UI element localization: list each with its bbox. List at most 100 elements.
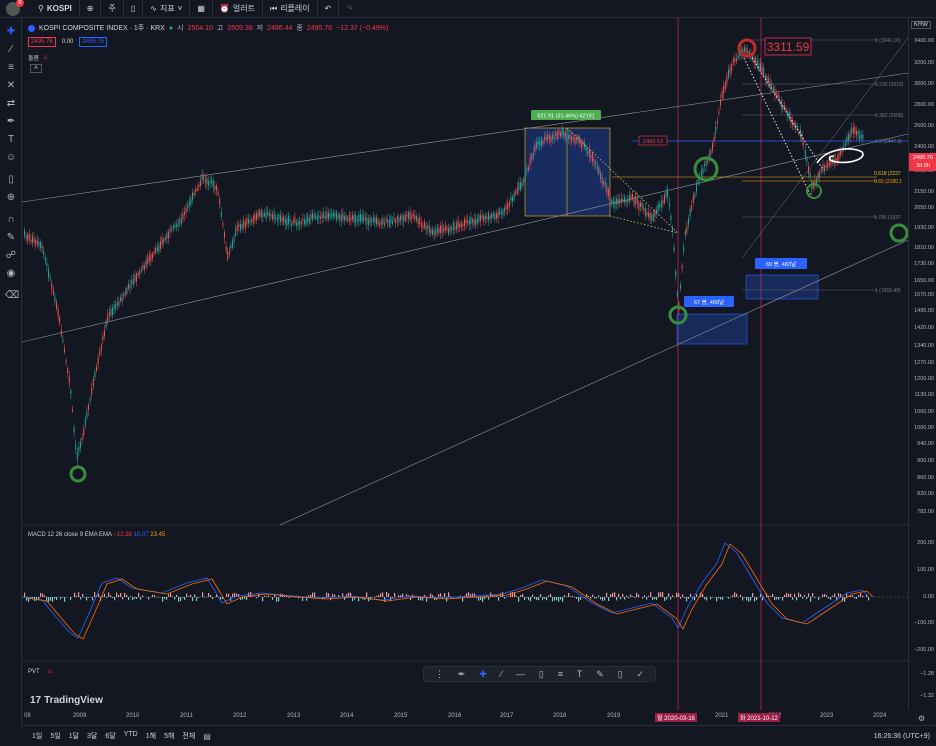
circle-marker[interactable]	[693, 156, 719, 182]
brush-icon[interactable]: ✒	[6, 116, 16, 127]
lock-draw-icon[interactable]: ✎	[6, 232, 16, 243]
macd-hist-bar	[134, 597, 136, 599]
range-button[interactable]: 1달	[68, 733, 80, 740]
macd-hist-bar	[600, 597, 602, 600]
pen-icon[interactable]: ✎	[596, 668, 604, 679]
horizontal-line-icon[interactable]: —	[516, 669, 526, 679]
channel-upper-line[interactable]	[21, 72, 909, 203]
layout-button[interactable]: ▦	[190, 0, 213, 18]
fib-label: 0.382 (2658)	[875, 113, 904, 119]
trendline-icon[interactable]: ⁄	[500, 669, 503, 679]
drag-handle-icon[interactable]: ⋮	[434, 668, 444, 679]
text-icon[interactable]: T	[7, 134, 15, 145]
macd-hist-bar	[124, 593, 126, 598]
circle-marker[interactable]	[889, 223, 909, 243]
fib-icon[interactable]: ≡	[557, 669, 564, 679]
zoom-icon[interactable]: ⊕	[6, 192, 16, 203]
cursor-icon[interactable]: ✚	[479, 668, 487, 679]
macd-hist-bar	[650, 592, 652, 597]
measure-icon[interactable]: ✓	[636, 668, 645, 679]
macd-hist-bar	[194, 594, 196, 598]
range-button[interactable]: 1일	[32, 733, 43, 740]
price-scale[interactable]: KRW 3400.00 3200.00 3000.00 2800.00 2600.00 2…	[908, 18, 936, 723]
undo-button[interactable]: ↶	[318, 0, 340, 18]
range-button[interactable]: YTD	[123, 731, 138, 738]
macd-hist-bar	[232, 593, 234, 597]
symbol-search[interactable]: ⚲ KOSPI	[34, 0, 80, 18]
macd-hist-bar	[518, 597, 520, 602]
macd-hist-bar	[790, 593, 792, 598]
buy-chip[interactable]: 2495.76	[79, 37, 108, 47]
fib-retracement[interactable]: 0 (3346.10) 0.236 (2919) 0.382 (2658) 0.…	[612, 38, 908, 294]
add-symbol-button[interactable]: ⊕	[80, 0, 102, 18]
indicator-icon: ∿	[150, 4, 157, 13]
chart-pane[interactable]: 621.91 (31.46%) 62191 67 봉, 469날 69 봉, 4…	[21, 18, 909, 710]
macd-hist-bar	[788, 593, 790, 597]
channel-lower-line[interactable]	[21, 133, 909, 343]
trade-chips: 2495.76 0.00 2495.76	[28, 37, 108, 47]
trash-icon[interactable]: ⌫	[5, 290, 20, 301]
macd-hist-bar	[554, 597, 556, 601]
range-button[interactable]: 1해	[145, 733, 157, 740]
ruler-icon[interactable]: ▯	[617, 668, 623, 679]
range-button[interactable]: 3달	[87, 733, 98, 740]
alert-button[interactable]: ⏰ 얼러트	[213, 0, 263, 18]
macd-hist-bar	[768, 595, 770, 598]
fan-line[interactable]	[741, 37, 909, 259]
circle-marker[interactable]	[69, 465, 87, 483]
fib-label: 1 (1555.49)	[875, 288, 901, 294]
trendline-icon[interactable]: ⁄	[10, 44, 12, 55]
range-button[interactable]: 전체	[182, 733, 196, 740]
pvt-legend[interactable]: PVT ⚠	[28, 668, 53, 675]
range-button[interactable]: 5해	[164, 733, 175, 740]
clock-label[interactable]: 16:26:36 (UTC+9)	[873, 732, 930, 740]
circle-marker[interactable]	[806, 183, 822, 199]
fib-icon[interactable]: ≡	[8, 62, 14, 73]
price-tick: 3000.00	[914, 81, 934, 87]
replay-button[interactable]: ⏮ 리플레이	[263, 0, 318, 18]
brush-scribble[interactable]	[816, 148, 864, 164]
macd-hist-bar	[212, 597, 214, 600]
macd-legend[interactable]: MACD 12 26 close 9 EMA EMA −12.38 10.07 …	[28, 532, 165, 538]
brush-icon[interactable]: ✒	[457, 668, 466, 679]
macd-hist-bar	[534, 597, 536, 599]
ruler-icon[interactable]: ▯	[8, 174, 14, 185]
cursor-icon[interactable]: ✚	[6, 26, 16, 37]
lock-icon[interactable]: ☍	[5, 250, 17, 261]
long-support-line[interactable]	[279, 239, 909, 526]
bars-range-box-2[interactable]	[745, 274, 819, 300]
macd-hist-bar	[466, 593, 468, 597]
emoji-icon[interactable]: ☺	[5, 152, 17, 163]
range-measure-box[interactable]	[524, 127, 611, 217]
macd-hist-bar	[732, 595, 734, 598]
indicators-button[interactable]: ∿ 지표 ˅	[143, 0, 191, 18]
calendar-icon[interactable]: ▤	[203, 731, 211, 741]
macd-tick: 0.00	[923, 594, 934, 600]
candles-icon[interactable]: ▯	[538, 668, 544, 679]
range-button[interactable]: 6달	[105, 733, 116, 740]
pvt-tick: −1.28	[920, 671, 934, 677]
magnet-icon[interactable]: ∩	[7, 214, 15, 225]
macd-hist-bar	[592, 594, 594, 597]
macd-hist-bar	[780, 597, 782, 598]
chart-type-button[interactable]: ▯	[124, 0, 144, 18]
range-button[interactable]: 5일	[50, 733, 61, 740]
pattern-icon[interactable]: ✕	[6, 80, 16, 91]
collapse-legend-button[interactable]: ˄	[30, 64, 42, 73]
forecast-icon[interactable]: ⇄	[6, 98, 16, 109]
circle-marker[interactable]	[668, 305, 688, 325]
interval-button[interactable]: 주	[101, 0, 124, 18]
avatar[interactable]: 8	[6, 0, 24, 16]
settings-gear-icon[interactable]: ⚙	[918, 714, 926, 723]
price-tick: 2800.00	[914, 102, 934, 108]
currency-label[interactable]: KRW	[911, 21, 931, 29]
pvt-tick: −1.32	[920, 693, 934, 699]
peak-circle-marker[interactable]	[737, 38, 757, 58]
macd-hist-bar	[774, 597, 776, 600]
text-icon[interactable]: T	[576, 669, 583, 679]
chart-legend[interactable]: KOSPI COMPOSITE INDEX · 1주 · KRX ● 시 2504…	[28, 23, 388, 33]
redo-button[interactable]: ↷	[339, 0, 360, 18]
macd-hist-bar	[574, 597, 576, 598]
eye-icon[interactable]: ◉	[6, 268, 16, 279]
sell-chip[interactable]: 2495.76	[28, 37, 56, 47]
